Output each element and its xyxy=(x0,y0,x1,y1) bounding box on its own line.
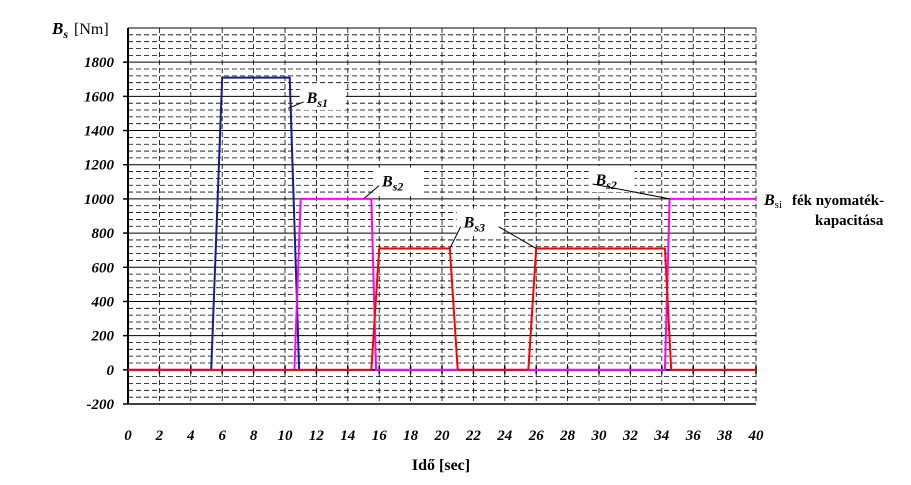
callout-s1: Bs1 xyxy=(287,83,346,110)
x-tick-label: 4 xyxy=(186,428,195,444)
x-tick-label: 26 xyxy=(528,428,545,444)
y-tick-label: 1600 xyxy=(84,89,115,105)
x-tick-label: 28 xyxy=(559,428,576,444)
callout-s3: Bs3 xyxy=(449,208,537,249)
callout-s2: Bs2 xyxy=(588,165,670,200)
side-note-line2: kapacitása xyxy=(815,213,884,229)
x-tick-label: 8 xyxy=(250,428,258,444)
x-tick-label: 14 xyxy=(340,428,356,444)
x-tick-label: 10 xyxy=(278,428,294,444)
y-tick-label: 400 xyxy=(91,294,115,310)
x-tick-label: 32 xyxy=(622,428,639,444)
y-axis-title: Bs [Nm] xyxy=(51,19,109,41)
x-tick-label: 34 xyxy=(653,428,670,444)
y-tick-label: 1000 xyxy=(84,192,115,208)
x-tick-label: 22 xyxy=(465,428,482,444)
x-tick-label: 6 xyxy=(218,428,226,444)
x-axis-title: Idő [sec] xyxy=(412,457,470,474)
y-axis-subscript: s xyxy=(62,27,68,41)
x-tick-label: 30 xyxy=(591,428,608,444)
x-tick-label: 16 xyxy=(372,428,388,444)
side-note-line1: fék nyomaték- xyxy=(792,193,884,209)
x-tick-label: 18 xyxy=(403,428,419,444)
side-note-subscript: si xyxy=(775,199,782,211)
y-tick-labels: -200 0 200 400 600 800 1000 1200 1400 1600 1800 xyxy=(84,55,115,413)
x-tick-label: 24 xyxy=(496,428,513,444)
callout-leader xyxy=(363,185,380,200)
y-tick-label: 800 xyxy=(92,226,115,242)
x-tick-label: 38 xyxy=(716,428,733,444)
callout-box xyxy=(299,83,346,110)
callout-label: Bs1 xyxy=(306,90,328,110)
callout-box xyxy=(375,167,422,194)
y-tick-label: 0 xyxy=(107,363,115,379)
x-tick-label: 20 xyxy=(434,428,451,444)
y-axis-unit: [Nm] xyxy=(74,21,109,38)
x-tick-label: 40 xyxy=(748,428,765,444)
callout-label: Bs2 xyxy=(595,172,617,192)
y-tick-label: 1200 xyxy=(84,158,115,174)
callout-leader xyxy=(449,226,462,249)
y-tick-label: 600 xyxy=(92,260,115,276)
callout-leader xyxy=(498,226,537,249)
y-tick-label: 1800 xyxy=(84,55,115,71)
y-tick-label: -200 xyxy=(87,397,115,413)
callout-leader xyxy=(287,101,304,109)
x-tick-labels: 0 2 4 6 8 10 12 14 16 18 20 22 24 26 28 30 32 34 36 38 40 xyxy=(124,428,764,444)
callout-box xyxy=(456,208,503,235)
callouts: Bs1 Bs2 Bs3 Bs2 xyxy=(287,83,670,249)
side-note: Bsi fék nyomaték- kapacitása xyxy=(763,192,884,229)
y-tick-label: 1400 xyxy=(84,124,115,140)
callout-label: Bs3 xyxy=(463,215,485,235)
y-axis-symbol: B xyxy=(51,19,63,38)
x-tick-label: 0 xyxy=(124,428,132,444)
callout-s2: Bs2 xyxy=(363,167,422,200)
series-line-bs3 xyxy=(128,247,756,371)
x-tick-label: 2 xyxy=(155,428,164,444)
series-line-bs2 xyxy=(128,197,756,371)
side-note-symbol: B xyxy=(763,192,775,209)
callout-leader xyxy=(592,183,670,200)
x-tick-label: 36 xyxy=(685,428,702,444)
series-lines xyxy=(128,76,756,371)
callout-label: Bs2 xyxy=(381,174,403,194)
x-tick-label: 12 xyxy=(309,428,325,444)
y-tick-label: 200 xyxy=(91,329,115,345)
